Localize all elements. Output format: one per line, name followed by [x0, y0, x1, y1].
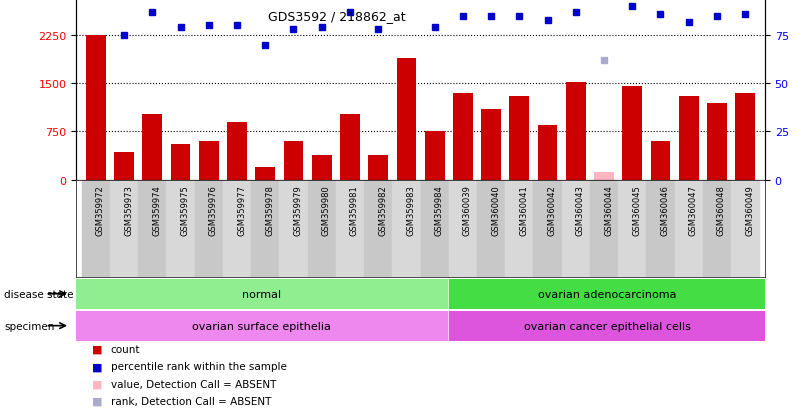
Text: ■: ■ [92, 379, 103, 389]
Text: ovarian cancer epithelial cells: ovarian cancer epithelial cells [524, 321, 690, 331]
Bar [115, 152, 134, 180]
Text: ovarian surface epithelia: ovarian surface epithelia [192, 321, 331, 331]
Bar [223, 180, 252, 277]
Text: GSM359979: GSM359979 [293, 185, 303, 235]
Text: GSM359975: GSM359975 [180, 185, 190, 235]
Bar [76, 311, 447, 341]
Bar [256, 167, 275, 180]
Bar [505, 180, 533, 277]
Text: GSM360048: GSM360048 [717, 185, 726, 236]
Bar [562, 180, 590, 277]
Bar [449, 180, 477, 277]
Bar [678, 97, 698, 180]
Text: GSM359977: GSM359977 [237, 185, 246, 236]
Bar [86, 36, 106, 180]
Text: specimen: specimen [4, 321, 54, 331]
Text: GSM360043: GSM360043 [576, 185, 585, 236]
Bar [707, 103, 727, 180]
Text: GSM360042: GSM360042 [548, 185, 557, 235]
Bar [421, 180, 449, 277]
Text: GSM360039: GSM360039 [463, 185, 472, 236]
Text: ■: ■ [92, 361, 103, 371]
Bar [227, 122, 247, 180]
Text: GSM360047: GSM360047 [689, 185, 698, 236]
Bar [537, 126, 557, 180]
Bar [368, 156, 388, 180]
Bar [195, 180, 223, 277]
Bar [509, 97, 529, 180]
Bar [425, 132, 445, 180]
Bar [312, 156, 332, 180]
Text: ovarian adenocarcinoma: ovarian adenocarcinoma [537, 289, 676, 299]
Text: ■: ■ [92, 344, 103, 354]
Text: GSM359976: GSM359976 [209, 185, 218, 236]
Bar [622, 87, 642, 180]
Bar [449, 311, 765, 341]
Text: GSM359974: GSM359974 [152, 185, 161, 235]
Text: GSM359982: GSM359982 [378, 185, 387, 235]
Text: count: count [111, 344, 140, 354]
Bar [82, 180, 110, 277]
Bar [340, 115, 360, 180]
Text: GSM360041: GSM360041 [519, 185, 529, 235]
Bar [252, 180, 280, 277]
Bar [336, 180, 364, 277]
Text: value, Detection Call = ABSENT: value, Detection Call = ABSENT [111, 379, 276, 389]
Bar [594, 172, 614, 180]
Text: GSM359981: GSM359981 [350, 185, 359, 235]
Bar [477, 180, 505, 277]
Bar [481, 109, 501, 180]
Bar [171, 145, 191, 180]
Bar [284, 142, 304, 180]
Bar [392, 180, 421, 277]
Bar [650, 142, 670, 180]
Text: GSM359973: GSM359973 [124, 185, 133, 236]
Bar [76, 279, 447, 309]
Bar [646, 180, 674, 277]
Bar [167, 180, 195, 277]
Bar [449, 279, 765, 309]
Bar [590, 180, 618, 277]
Text: GSM360049: GSM360049 [745, 185, 755, 235]
Text: GSM359983: GSM359983 [406, 185, 416, 236]
Bar [110, 180, 139, 277]
Text: GSM359980: GSM359980 [322, 185, 331, 235]
Bar [566, 83, 586, 180]
Bar [735, 94, 755, 180]
Text: GSM359984: GSM359984 [435, 185, 444, 235]
Bar [731, 180, 759, 277]
Bar [199, 142, 219, 180]
Bar [702, 180, 731, 277]
Bar [618, 180, 646, 277]
Text: GSM360046: GSM360046 [661, 185, 670, 236]
Bar [674, 180, 702, 277]
Bar [396, 58, 417, 180]
Bar [533, 180, 562, 277]
Text: GSM360045: GSM360045 [632, 185, 642, 235]
Bar [139, 180, 167, 277]
Text: disease state: disease state [4, 289, 74, 299]
Text: ■: ■ [92, 396, 103, 406]
Bar [143, 115, 162, 180]
Text: percentile rank within the sample: percentile rank within the sample [111, 361, 287, 371]
Text: rank, Detection Call = ABSENT: rank, Detection Call = ABSENT [111, 396, 271, 406]
Bar [280, 180, 308, 277]
Bar [364, 180, 392, 277]
Text: GDS3592 / 218862_at: GDS3592 / 218862_at [268, 10, 405, 23]
Text: GSM360040: GSM360040 [491, 185, 500, 235]
Text: GSM359978: GSM359978 [265, 185, 274, 236]
Bar [308, 180, 336, 277]
Text: GSM360044: GSM360044 [604, 185, 613, 235]
Text: GSM359972: GSM359972 [96, 185, 105, 235]
Text: normal: normal [242, 289, 281, 299]
Bar [453, 94, 473, 180]
